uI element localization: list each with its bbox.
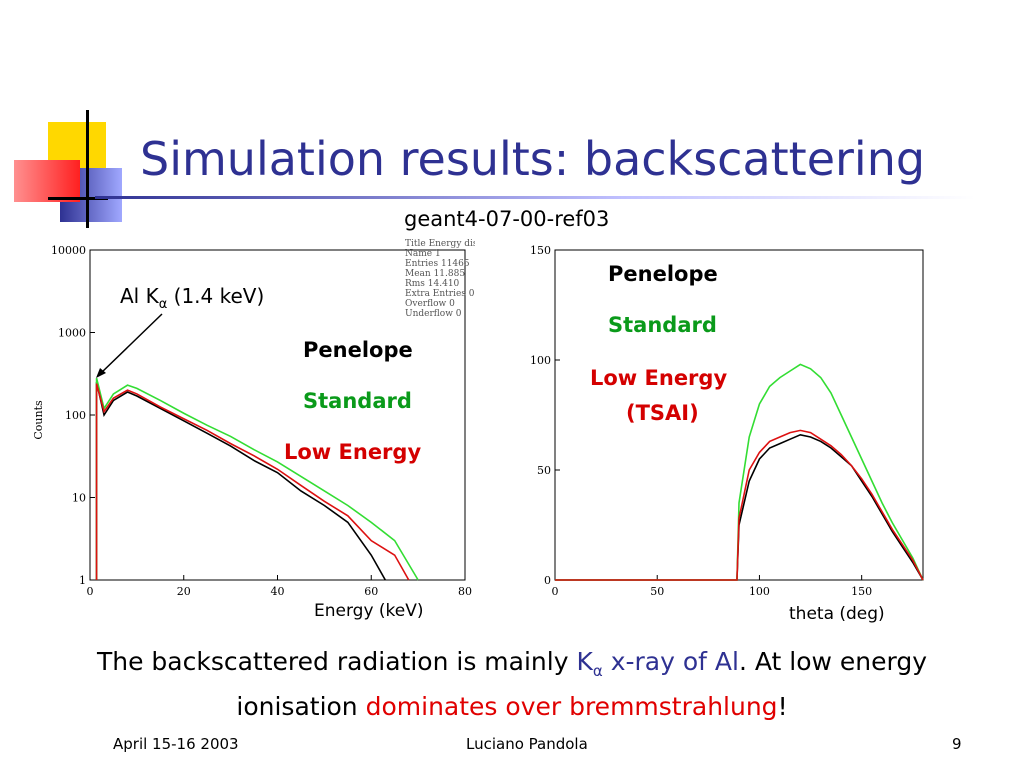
left-x-tick-label-0: 0: [87, 585, 94, 598]
ann-alpha: α: [158, 297, 168, 312]
ann-k: Al K: [120, 284, 159, 308]
deco-horizontal-line: [48, 197, 108, 200]
right-series-standard: [555, 363, 924, 581]
left-legend-penelope: Penelope: [303, 338, 413, 362]
title-underline: [95, 196, 975, 199]
left-series-low-energy: [95, 383, 410, 581]
theta-histogram: 0 50 100 150 0 50 100 150: [530, 244, 924, 598]
stats-box: Title Energy distrit Name 1 Entries 1146…: [405, 239, 475, 319]
right-legend-penelope: Penelope: [608, 262, 718, 286]
stat-line-0: Title Energy distrit: [405, 239, 475, 249]
right-legend-tsai: (TSAI): [626, 401, 699, 425]
deco-vertical-line: [86, 110, 89, 228]
annotation-arrowhead: [96, 368, 106, 378]
left-x-tick-label-1: 20: [177, 585, 191, 598]
slide-title: Simulation results: backscattering: [140, 132, 926, 186]
right-y-tick-label-1: 50: [537, 464, 551, 477]
left-y-axis-label: Counts: [32, 400, 45, 440]
body-part5: !: [777, 692, 788, 721]
stat-line-6: Overflow 0: [405, 299, 455, 309]
annotation-arrow: [99, 313, 163, 375]
right-x-axis-label: theta (deg): [789, 604, 885, 624]
left-y-tick-label-3: 1000: [58, 327, 86, 340]
right-legend-low-energy: Low Energy: [590, 366, 728, 390]
left-y-tick-label-2: 100: [65, 409, 86, 422]
right-y-tick-label-0: 0: [544, 574, 551, 587]
left-x-tick-label-4: 80: [458, 585, 472, 598]
right-x-tick-label-1: 50: [650, 585, 664, 598]
stat-line-4: Rms 14.410: [405, 279, 460, 289]
left-plot-frame: [89, 249, 466, 581]
energy-histogram: 0 20 40 60 80 1 10 100 1000 10000 Title Energy di…: [32, 239, 475, 598]
left-x-tick-label-2: 40: [271, 585, 285, 598]
right-y-tick-label-2: 100: [530, 354, 551, 367]
al-k-alpha-annotation: Al Kα (1.4 keV): [120, 284, 264, 312]
deco-red-square: [14, 160, 80, 202]
slide-subtitle: geant4-07-00-ref03: [404, 207, 610, 231]
left-x-tick-label-3: 60: [364, 585, 378, 598]
footer-page-number: 9: [952, 735, 962, 753]
left-legend-standard: Standard: [303, 389, 412, 413]
left-y-tick-label-4: 10000: [51, 244, 86, 257]
left-legend-low-energy: Low Energy: [284, 440, 422, 464]
stat-line-2: Entries 11465: [405, 259, 470, 269]
right-x-tick-label-0: 0: [552, 585, 559, 598]
right-x-tick-label-2: 100: [749, 585, 770, 598]
body-part4: dominates over bremmstrahlung: [365, 692, 778, 721]
left-y-tick-label-1: 10: [72, 492, 86, 505]
body-k-alpha: α: [592, 662, 603, 680]
left-y-tick-label-0: 1: [79, 574, 86, 587]
left-series-standard: [95, 377, 419, 581]
right-series-penelope: [555, 433, 924, 581]
right-x-tick-label-3: 150: [851, 585, 872, 598]
stat-line-3: Mean 11.885: [405, 269, 465, 279]
stat-line-5: Extra Entries 0: [405, 289, 475, 299]
right-series-low-energy: [555, 429, 924, 581]
left-series-penelope: [95, 381, 387, 581]
body-part2: x-ray of Al: [602, 647, 739, 676]
body-part1: The backscattered radiation is mainly: [96, 647, 577, 676]
stat-line-1: Name 1: [405, 249, 441, 259]
body-k: K: [576, 647, 593, 676]
ann-energy: (1.4 keV): [167, 284, 265, 308]
body-text: The backscattered radiation is mainly Kα…: [60, 644, 964, 725]
footer-date: April 15-16 2003: [113, 735, 239, 753]
stat-line-7: Underflow 0: [405, 309, 462, 319]
left-x-axis-label: Energy (keV): [314, 601, 424, 621]
right-y-tick-label-3: 150: [530, 244, 551, 257]
right-legend-standard: Standard: [608, 313, 717, 337]
body-part3: . At low energy ionisation: [236, 647, 928, 721]
footer-author: Luciano Pandola: [466, 735, 588, 753]
